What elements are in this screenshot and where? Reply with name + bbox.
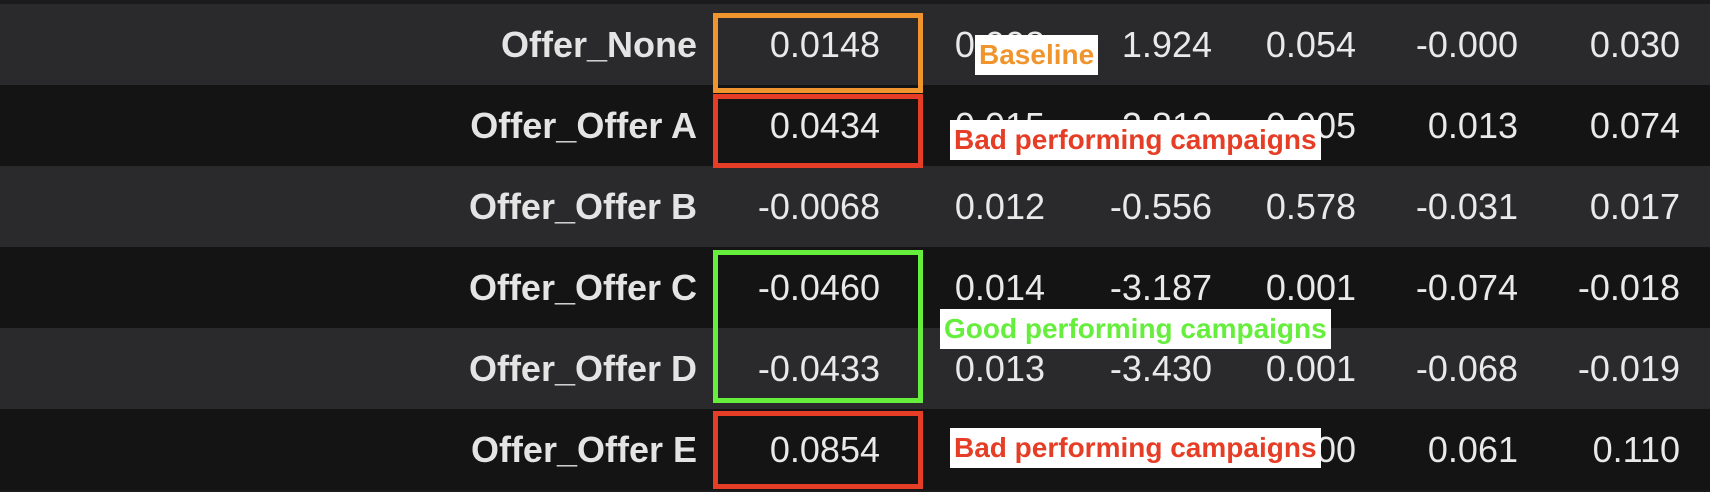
ci-lower-cell: -0.031	[1415, 186, 1518, 227]
t-value-cell: -3.430	[1109, 348, 1212, 389]
ci-lower-cell: -0.074	[1415, 267, 1518, 308]
row-label: Offer_Offer E	[470, 429, 697, 470]
std-err-cell: 0.012	[954, 186, 1045, 227]
row-label: Offer_Offer A	[470, 105, 697, 146]
table-row: Offer_Offer A 0.0434 0.015 2.812 0.005 0…	[0, 85, 1710, 166]
t-value-cell: -0.556	[1109, 186, 1212, 227]
t-value-cell: 1.924	[1121, 24, 1212, 65]
ci-upper-cell: 0.030	[1589, 24, 1680, 65]
p-value-cell: 0.054	[1265, 24, 1356, 65]
ci-upper-cell: 0.074	[1589, 105, 1680, 146]
ci-lower-cell: 0.061	[1427, 429, 1518, 470]
coefficient-cell: 0.0854	[769, 429, 880, 470]
row-label: Offer_Offer C	[468, 267, 697, 308]
baseline-annotation: Baseline	[975, 35, 1099, 75]
good-campaigns-annotation: Good performing campaigns	[940, 309, 1331, 349]
row-label: Offer_None	[500, 24, 697, 65]
table-row: Offer_Offer D -0.0433 0.013 -3.430 0.001…	[0, 328, 1710, 409]
table-row: Offer_Offer B -0.0068 0.012 -0.556 0.578…	[0, 166, 1710, 247]
row-label: Offer_Offer B	[468, 186, 697, 227]
table-row: Offer_Offer C -0.0460 0.014 -3.187 0.001…	[0, 247, 1710, 328]
table-row: Offer_Offer E 0.0854 0.013 6.440 0.000 0…	[0, 409, 1710, 490]
p-value-cell: 0.578	[1265, 186, 1356, 227]
bad-campaigns-annotation: Bad performing campaigns	[950, 120, 1321, 160]
bad-campaigns-annotation: Bad performing campaigns	[950, 428, 1321, 468]
p-value-cell: 0.001	[1265, 267, 1356, 308]
ci-lower-cell: 0.013	[1427, 105, 1518, 146]
regression-coefficients-table: Offer_None 0.0148 0.008 1.924 0.054 -0.0…	[0, 4, 1710, 492]
coefficient-cell: 0.0434	[769, 105, 880, 146]
t-value-cell: -3.187	[1109, 267, 1212, 308]
table-row: Offer_None 0.0148 0.008 1.924 0.054 -0.0…	[0, 4, 1710, 85]
coefficient-cell: -0.0460	[757, 267, 880, 308]
ci-upper-cell: 0.110	[1592, 429, 1680, 470]
p-value-cell: 0.001	[1265, 348, 1356, 389]
ci-lower-cell: -0.000	[1415, 24, 1518, 65]
coefficient-cell: -0.0433	[757, 348, 880, 389]
ci-upper-cell: 0.017	[1589, 186, 1680, 227]
std-err-cell: 0.014	[954, 267, 1045, 308]
std-err-cell: 0.013	[954, 348, 1045, 389]
coefficient-cell: 0.0148	[769, 24, 880, 65]
row-label: Offer_Offer D	[468, 348, 697, 389]
ci-upper-cell: -0.019	[1577, 348, 1680, 389]
ci-lower-cell: -0.068	[1415, 348, 1518, 389]
ci-upper-cell: -0.018	[1577, 267, 1680, 308]
coefficient-cell: -0.0068	[757, 186, 880, 227]
